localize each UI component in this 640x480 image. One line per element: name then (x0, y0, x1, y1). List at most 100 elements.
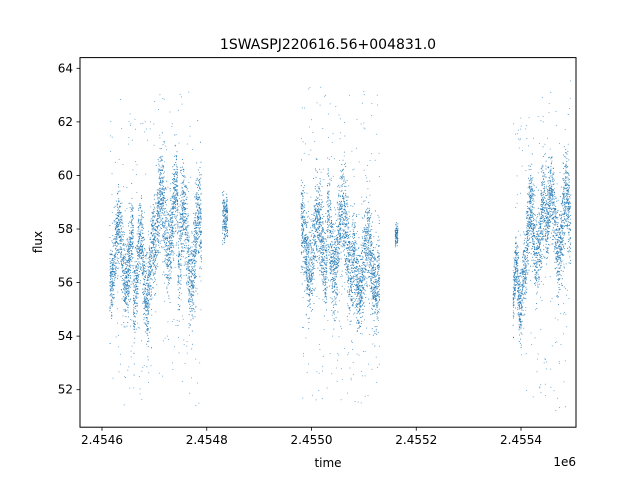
data-point (170, 240, 172, 242)
data-point (307, 238, 309, 240)
data-point (115, 266, 117, 268)
data-point (115, 336, 117, 338)
data-point (170, 263, 172, 265)
data-point (173, 319, 175, 321)
data-point (197, 209, 199, 211)
data-point (156, 240, 158, 242)
data-point (191, 314, 193, 316)
data-point (148, 299, 150, 302)
data-point (335, 213, 337, 215)
data-point (140, 255, 142, 257)
data-point (312, 268, 314, 270)
data-point (321, 398, 323, 400)
data-point (320, 253, 322, 255)
data-point (139, 204, 141, 206)
data-point (111, 136, 113, 138)
data-point (177, 241, 180, 243)
data-point (186, 247, 188, 249)
data-point (319, 235, 321, 238)
data-point (143, 247, 146, 249)
data-point (134, 272, 136, 275)
data-point (162, 222, 164, 224)
data-point (173, 232, 175, 234)
data-point (180, 200, 182, 202)
data-point (150, 248, 152, 250)
data-point (306, 279, 308, 281)
data-point (196, 382, 198, 384)
data-point (119, 240, 121, 242)
data-point (188, 294, 190, 296)
data-point (124, 254, 126, 256)
data-point (140, 258, 143, 260)
data-point (132, 232, 134, 234)
data-point (150, 250, 153, 252)
data-point (176, 242, 178, 244)
data-point (141, 239, 143, 242)
data-point (111, 257, 113, 260)
data-point (324, 232, 326, 234)
data-point (198, 199, 200, 201)
data-point (194, 256, 196, 258)
data-point (119, 211, 121, 213)
data-point (195, 251, 197, 253)
data-point (132, 210, 134, 212)
data-point (305, 212, 307, 214)
data-point (112, 271, 114, 273)
data-point (303, 236, 305, 238)
data-point (314, 206, 316, 208)
data-point (171, 224, 173, 226)
data-point (200, 243, 202, 245)
data-point (121, 202, 123, 204)
data-point (137, 285, 139, 288)
data-point (116, 322, 118, 324)
data-point (140, 267, 142, 269)
data-point (157, 241, 160, 243)
data-point (156, 237, 159, 240)
data-point (147, 293, 149, 295)
data-point (146, 297, 148, 299)
data-point (132, 289, 134, 291)
data-point (321, 267, 323, 269)
data-point (147, 261, 149, 263)
data-point (125, 275, 127, 277)
data-point (190, 259, 192, 261)
data-point (193, 240, 195, 242)
data-point (307, 241, 309, 243)
data-point (183, 339, 185, 341)
data-point (346, 225, 348, 227)
data-point (126, 253, 128, 255)
data-point (322, 127, 324, 129)
data-point (194, 235, 196, 238)
data-point (223, 237, 225, 239)
data-point (308, 244, 310, 246)
data-point (174, 211, 177, 213)
data-point (122, 265, 124, 267)
data-point (157, 201, 159, 203)
data-point (116, 257, 118, 259)
data-point (307, 253, 309, 255)
data-point (303, 272, 305, 274)
data-point (321, 236, 323, 238)
data-point (127, 294, 129, 296)
data-point (139, 202, 141, 205)
data-point (179, 226, 182, 228)
data-point (180, 206, 183, 208)
data-point (187, 232, 189, 234)
data-point (303, 274, 305, 276)
data-point (133, 311, 135, 313)
data-point (111, 315, 113, 317)
data-point (185, 245, 187, 247)
data-point (159, 137, 161, 139)
data-point (174, 206, 176, 208)
data-point (127, 280, 129, 282)
data-point (135, 297, 137, 299)
data-point (304, 270, 306, 272)
data-point (188, 314, 190, 316)
data-point (317, 190, 319, 192)
data-point (119, 235, 121, 237)
data-point (160, 208, 162, 210)
data-point (191, 286, 194, 288)
data-point (111, 268, 113, 270)
data-point (307, 306, 309, 308)
data-point (350, 264, 352, 267)
